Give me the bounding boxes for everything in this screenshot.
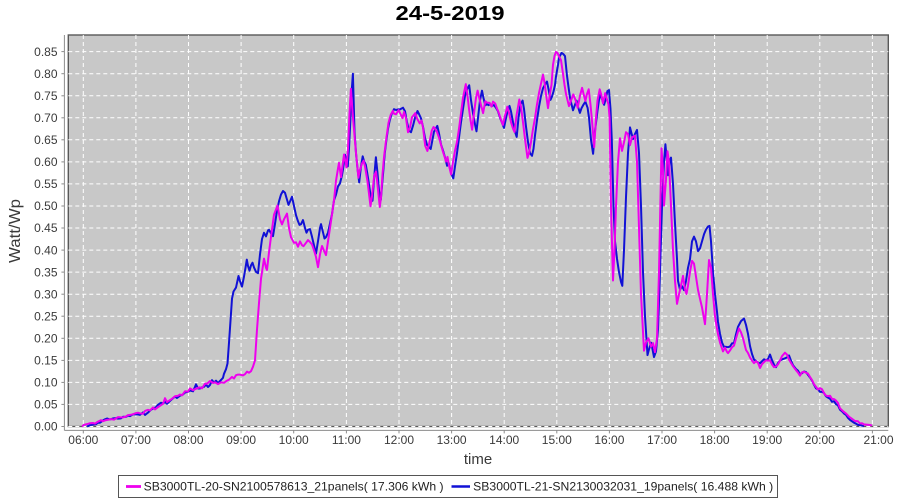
svg-text:0.35: 0.35 bbox=[34, 265, 58, 279]
svg-text:time: time bbox=[464, 451, 492, 468]
svg-text:0.10: 0.10 bbox=[34, 376, 58, 390]
svg-text:09:00: 09:00 bbox=[226, 433, 256, 447]
svg-text:0.40: 0.40 bbox=[34, 243, 58, 257]
svg-text:24-5-2019: 24-5-2019 bbox=[396, 3, 505, 25]
svg-text:0.30: 0.30 bbox=[34, 287, 58, 301]
svg-text:SB3000TL-20-SN2100578613_21pan: SB3000TL-20-SN2100578613_21panels( 17.30… bbox=[144, 480, 444, 494]
svg-text:0.65: 0.65 bbox=[34, 133, 58, 147]
svg-text:0.70: 0.70 bbox=[34, 111, 58, 125]
svg-text:0.50: 0.50 bbox=[34, 199, 58, 213]
svg-text:0.00: 0.00 bbox=[34, 420, 58, 434]
svg-text:0.15: 0.15 bbox=[34, 354, 58, 368]
svg-text:20:00: 20:00 bbox=[805, 433, 835, 447]
svg-text:11:00: 11:00 bbox=[332, 433, 361, 447]
svg-text:0.25: 0.25 bbox=[34, 309, 58, 323]
svg-text:Watt/Wp: Watt/Wp bbox=[7, 199, 24, 263]
svg-text:0.60: 0.60 bbox=[34, 155, 58, 169]
svg-text:0.05: 0.05 bbox=[34, 398, 58, 412]
svg-text:16:00: 16:00 bbox=[594, 433, 624, 447]
svg-text:18:00: 18:00 bbox=[700, 433, 730, 447]
svg-text:0.85: 0.85 bbox=[34, 45, 58, 59]
svg-text:10:00: 10:00 bbox=[279, 433, 309, 447]
svg-text:SB3000TL-21-SN2130032031_19pan: SB3000TL-21-SN2130032031_19panels( 16.48… bbox=[473, 480, 773, 494]
svg-text:08:00: 08:00 bbox=[173, 433, 203, 447]
svg-text:13:00: 13:00 bbox=[437, 433, 467, 447]
svg-text:0.55: 0.55 bbox=[34, 177, 58, 191]
svg-text:21:00: 21:00 bbox=[863, 433, 893, 447]
svg-text:15:00: 15:00 bbox=[542, 433, 572, 447]
svg-text:0.45: 0.45 bbox=[34, 221, 58, 235]
svg-text:06:00: 06:00 bbox=[68, 433, 98, 447]
svg-text:07:00: 07:00 bbox=[121, 433, 151, 447]
svg-text:12:00: 12:00 bbox=[384, 433, 414, 447]
svg-text:14:00: 14:00 bbox=[489, 433, 519, 447]
svg-text:0.75: 0.75 bbox=[34, 89, 58, 103]
svg-text:0.80: 0.80 bbox=[34, 67, 58, 81]
svg-text:0.20: 0.20 bbox=[34, 332, 58, 346]
svg-text:19:00: 19:00 bbox=[752, 433, 782, 447]
svg-text:17:00: 17:00 bbox=[647, 433, 677, 447]
